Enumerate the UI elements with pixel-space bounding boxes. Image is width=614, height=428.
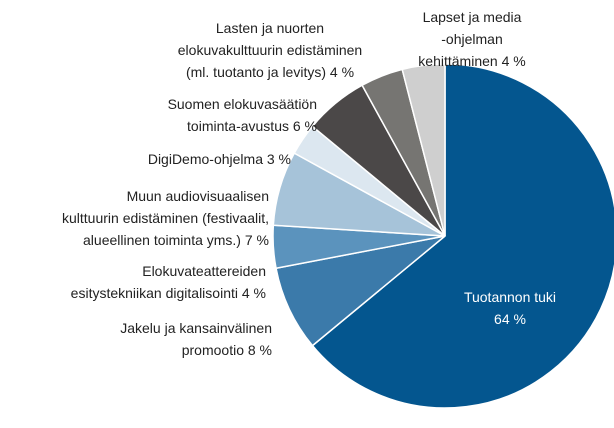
value-label: 8 % bbox=[247, 342, 272, 358]
category-name: DigiDemo-ohjelma bbox=[147, 151, 263, 167]
category-name: Elokuvateattereiden esitystekniikan digi… bbox=[70, 263, 266, 301]
value-label: 4 % bbox=[501, 53, 526, 69]
slice-label: Jakelu ja kansainvälinen promootio 8 % bbox=[120, 317, 272, 361]
category-name: Muun audiovisuaalisen kulttuurin edistäm… bbox=[62, 188, 269, 248]
slice-label: Elokuvateattereiden esitystekniikan digi… bbox=[71, 260, 266, 304]
slice-label: Tuotannon tuki 64 % bbox=[464, 286, 556, 330]
value-label: 64 % bbox=[494, 311, 526, 327]
category-name: Tuotannon tuki bbox=[463, 289, 557, 305]
pie-slice bbox=[401, 63, 446, 237]
value-label: 7 % bbox=[244, 232, 269, 248]
category-name: Jakelu ja kansainvälinen promootio bbox=[120, 320, 272, 358]
category-name: Lasten ja nuorten elokuvakulttuurin edis… bbox=[177, 20, 363, 80]
pie-slice bbox=[311, 63, 614, 409]
value-label: 3 % bbox=[266, 151, 291, 167]
value-label: 4 % bbox=[241, 285, 266, 301]
slice-label: Lapset ja media -ohjelman kehittäminen 4… bbox=[418, 6, 525, 72]
category-name: Suomen elokuvasäätiön toiminta-avustus bbox=[167, 96, 317, 134]
slice-label: DigiDemo-ohjelma 3 % bbox=[148, 148, 291, 170]
slice-label: Lasten ja nuorten elokuvakulttuurin edis… bbox=[178, 17, 362, 83]
value-label: 4 % bbox=[329, 64, 355, 80]
slice-label: Suomen elokuvasäätiön toiminta-avustus 6… bbox=[168, 93, 317, 137]
category-name: Lapset ja media -ohjelman kehittäminen bbox=[418, 9, 522, 69]
slice-label: Muun audiovisuaalisen kulttuurin edistäm… bbox=[62, 185, 269, 251]
value-label: 6 % bbox=[292, 118, 317, 134]
